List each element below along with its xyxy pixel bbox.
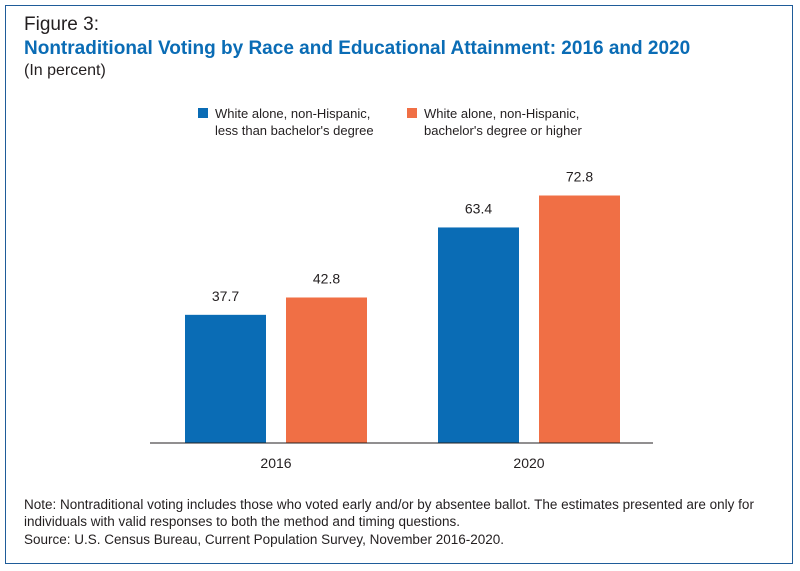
chart-title: Nontraditional Voting by Race and Educat… [24,38,691,59]
chart-source: Source: U.S. Census Bureau, Current Popu… [24,532,505,547]
bar-2020-series-2 [539,195,620,443]
figure-border [5,5,793,564]
data-label-2020-series-1: 63.4 [465,200,492,216]
bar-2016-series-1 [185,314,266,443]
x-tick-label-2016: 2016 [260,455,291,471]
chart-subtitle: (In percent) [24,62,106,79]
data-label-2020-series-2: 72.8 [566,169,593,185]
legend-label-series-1: White alone, non-Hispanic, less than bac… [215,106,374,138]
data-label-2016-series-1: 37.7 [212,288,239,304]
legend-swatch-series-1 [198,108,208,118]
legend-item-series-1: White alone, non-Hispanic, less than bac… [198,105,374,139]
x-tick-label-2020: 2020 [513,455,544,471]
legend-label-series-2: White alone, non-Hispanic, bachelor's de… [424,106,582,138]
chart-note: Note: Nontraditional voting includes tho… [24,497,754,529]
data-label-2016-series-2: 42.8 [313,270,340,286]
figure-label: Figure 3: [24,14,99,35]
bar-2016-series-2 [286,297,367,443]
legend-swatch-series-2 [407,108,417,118]
bar-2020-series-1 [438,227,519,443]
legend-item-series-2: White alone, non-Hispanic, bachelor's de… [407,105,582,139]
